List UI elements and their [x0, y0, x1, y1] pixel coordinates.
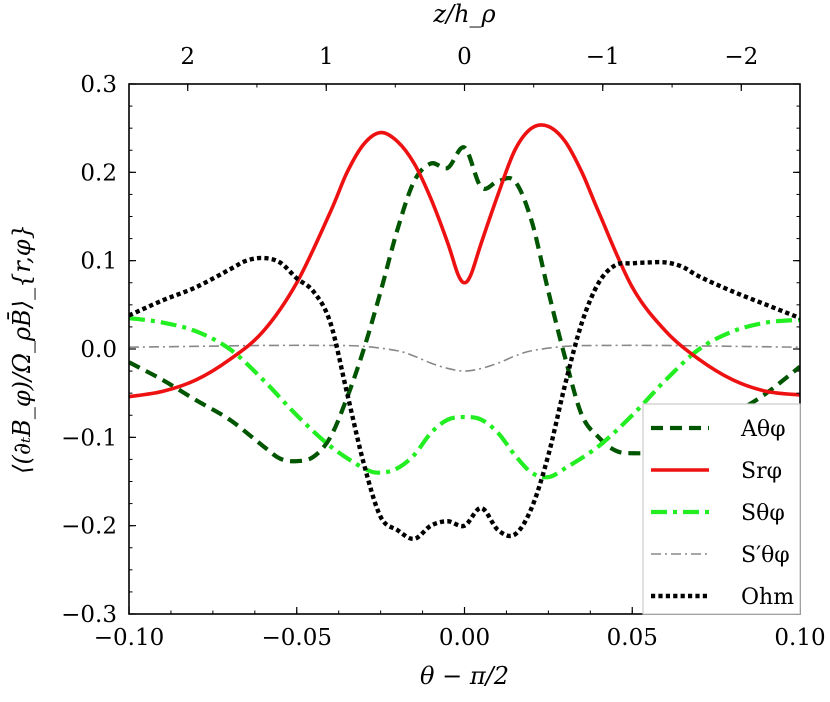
y-tick-label: 0.0: [80, 337, 117, 363]
y-tick-label: 0.3: [80, 72, 117, 98]
legend-box: [642, 403, 801, 615]
legend-label: Aθφ: [740, 417, 786, 442]
x-tick-label: 0.00: [439, 625, 490, 651]
series-line-ohm: [129, 255, 800, 542]
y-tick-label: −0.3: [61, 602, 117, 628]
x-tick-label: −0.10: [94, 625, 164, 651]
series-line-s-: [129, 344, 800, 372]
series-line-a-: [129, 145, 800, 464]
legend-label: Ohm: [741, 585, 794, 610]
top-tick-label: −1: [586, 44, 620, 70]
y-axis-label: ⟨(∂ₜB_φ)/Ω_ρB̄⟩_{r,φ}: [8, 224, 36, 474]
ticks-layer: −0.10 −0.05 0.00 0.05 0.10−0.3−0.2−0.10.00.1…: [61, 44, 825, 651]
y-tick-label: 0.2: [80, 160, 117, 186]
axis-titles: θ − π/2 z/h_ρ ⟨(∂ₜB_φ)/Ω_ρB̄⟩_{r,φ}: [8, 0, 509, 690]
top-tick-label: 1: [319, 44, 334, 70]
y-tick-label: 0.1: [80, 249, 117, 275]
series-line-s-r-: [129, 123, 800, 399]
legend-label: Sθφ: [741, 501, 785, 526]
series-line-s-: [129, 315, 800, 480]
legend-label: Srφ: [741, 459, 782, 484]
x-tick-label: 0.05: [607, 625, 658, 651]
y-tick-label: −0.2: [61, 514, 117, 540]
top-axis-label: z/h_ρ: [432, 0, 495, 28]
top-tick-label: −2: [724, 44, 758, 70]
x-axis-label: θ − π/2: [420, 662, 509, 690]
series-layer: [129, 123, 800, 542]
x-tick-label: 0.10: [774, 625, 825, 651]
x-tick-label: −0.05: [262, 625, 332, 651]
top-tick-label: 0: [457, 44, 472, 70]
legend-label: S′θφ: [741, 543, 790, 568]
legend: Aθφ Srφ Sθφ S′θφ Ohm: [642, 403, 801, 615]
y-tick-label: −0.1: [61, 425, 117, 451]
top-tick-label: 2: [180, 44, 195, 70]
